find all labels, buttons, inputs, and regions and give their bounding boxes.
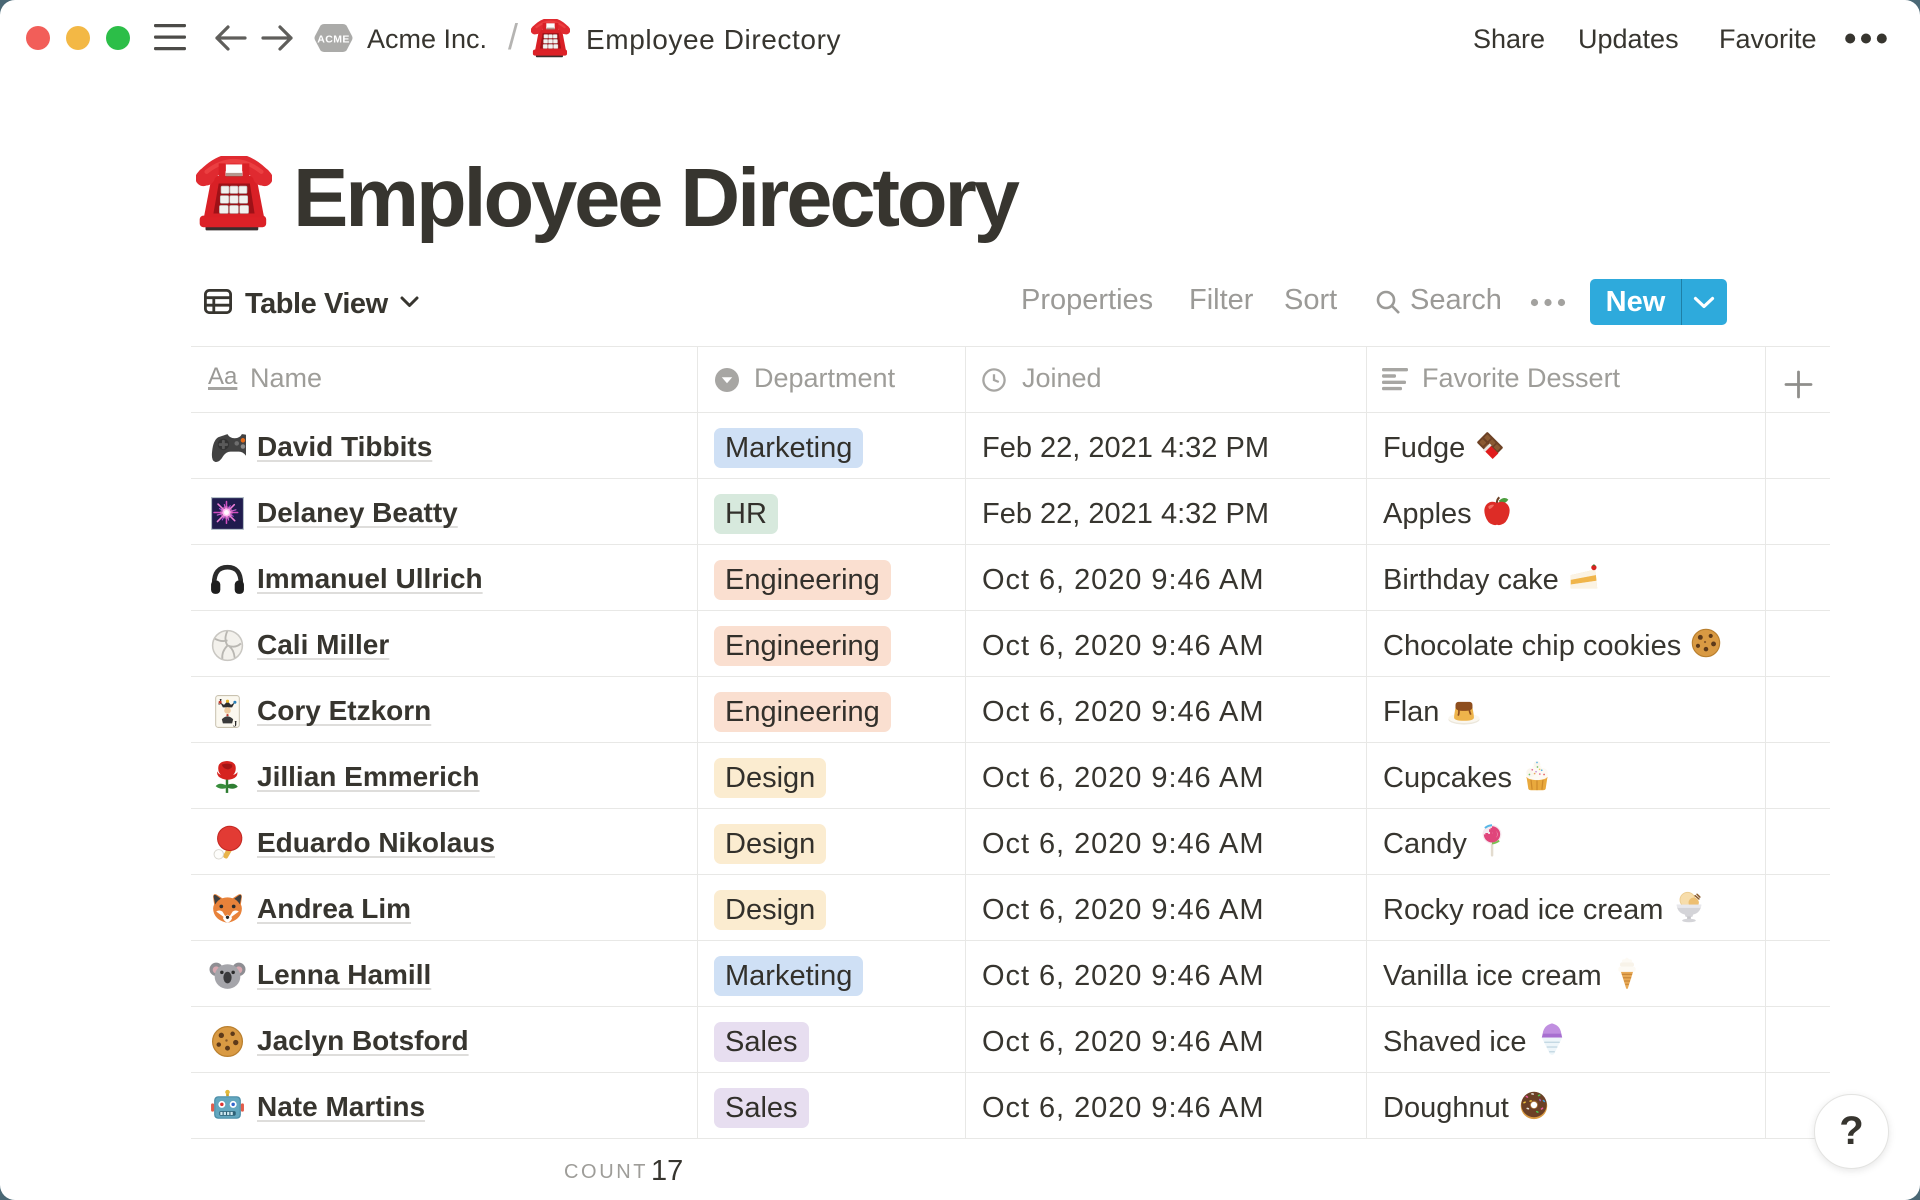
svg-text:ACME: ACME [317, 34, 350, 46]
svg-text:J: J [233, 719, 237, 728]
